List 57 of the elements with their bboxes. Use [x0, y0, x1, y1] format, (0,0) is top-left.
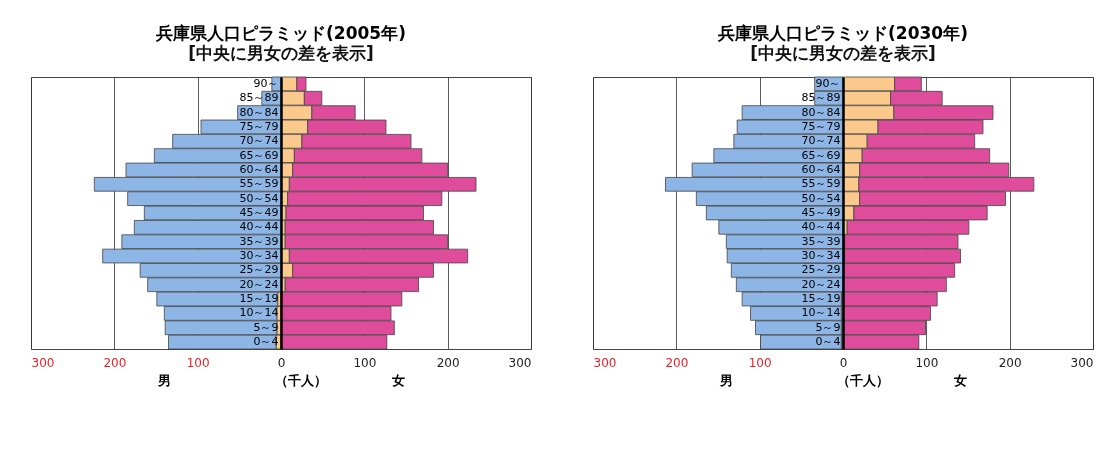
y-tick-label: 0～4: [815, 335, 841, 349]
y-tick-label: 5～9: [253, 320, 279, 334]
y-tick-label: 30～34: [801, 249, 841, 263]
y-tick-label: 50～54: [801, 191, 841, 205]
y-tick-label: 60～64: [801, 162, 841, 176]
y-tick-label: 65～69: [801, 148, 841, 162]
x-tick-label: 100: [186, 355, 210, 370]
x-tick-label: 300: [508, 355, 532, 370]
y-tick-label: 10～14: [239, 306, 279, 320]
x-tick-label: 100: [353, 355, 377, 370]
x-tick-label: 200: [436, 355, 460, 370]
chart-title: 兵庫県人口ピラミッド(2030年): [717, 22, 968, 43]
y-tick-label: 75～79: [801, 119, 841, 133]
y-tick-label: 50～54: [239, 191, 279, 205]
y-tick-label: 55～59: [239, 177, 279, 191]
x-tick-label: 300: [31, 355, 55, 370]
y-tick-label: 85～89: [801, 91, 841, 105]
x-tick-label: 200: [665, 355, 689, 370]
y-tick-label: 35～39: [801, 234, 841, 248]
y-tick-label: 45～49: [801, 206, 841, 219]
x-tick-label: 0: [277, 355, 286, 370]
y-tick-label: 25～29: [801, 263, 841, 277]
x-tick-label: 300: [1070, 355, 1094, 370]
y-tick-label: 70～74: [239, 134, 279, 148]
y-tick-label: 30～34: [239, 249, 279, 263]
y-tick-label: 10～14: [801, 306, 841, 320]
y-tick-label: 15～19: [239, 292, 279, 306]
y-tick-label: 65～69: [239, 148, 279, 162]
chart-subtitle: [中央に男女の差を表示]: [750, 42, 936, 63]
x-tick-label: 200: [103, 355, 127, 370]
chart-subtitle: [中央に男女の差を表示]: [188, 42, 374, 63]
y-tick-label: 40～44: [801, 220, 841, 234]
y-tick-label: 60～64: [239, 162, 279, 176]
y-tick-label: 20～24: [239, 277, 279, 291]
y-tick-label: 5～9: [815, 320, 841, 334]
chart-title: 兵庫県人口ピラミッド(2005年): [155, 22, 406, 43]
x-tick-label: 100: [748, 355, 772, 370]
x-tick-label: 0: [839, 355, 848, 370]
y-tick-label: 85～89: [239, 91, 279, 105]
y-tick-label: 25～29: [239, 263, 279, 277]
x-tick-label: 300: [593, 355, 617, 370]
x-tick-label: 100: [915, 355, 939, 370]
x-axis-title: 男 （千人） 女: [719, 372, 967, 388]
y-tick-label: 15～19: [801, 292, 841, 306]
y-tick-label: 55～59: [801, 177, 841, 191]
y-tick-label: 20～24: [801, 277, 841, 291]
y-tick-label: 80～84: [801, 105, 841, 119]
x-tick-label: 200: [998, 355, 1022, 370]
y-tick-label: 35～39: [239, 234, 279, 248]
y-tick-label: 40～44: [239, 220, 279, 234]
y-tick-label: 90～: [815, 76, 841, 90]
y-tick-label: 80～84: [239, 105, 279, 119]
y-tick-label: 45～49: [239, 206, 279, 219]
y-tick-label: 75～79: [239, 119, 279, 133]
x-axis-title: 男 （千人） 女: [157, 372, 405, 388]
y-tick-label: 90～: [253, 76, 279, 90]
y-tick-label: 70～74: [801, 134, 841, 148]
